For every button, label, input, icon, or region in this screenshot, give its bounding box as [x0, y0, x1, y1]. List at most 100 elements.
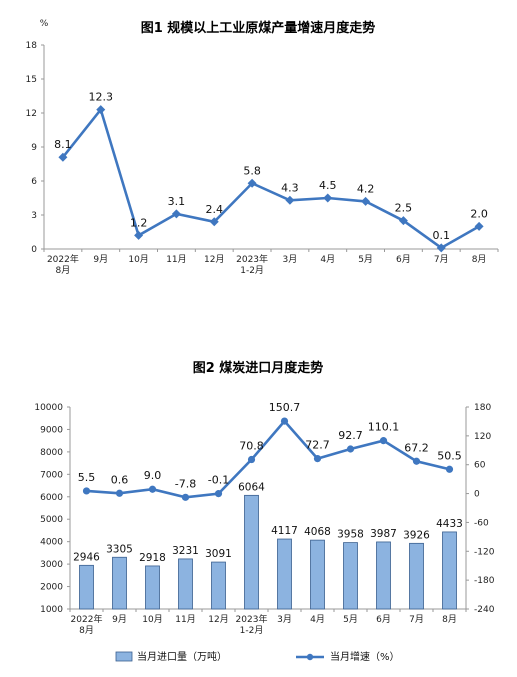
chart-2-bar — [211, 561, 226, 610]
chart-2-data-label: 110.1 — [368, 421, 400, 434]
chart-1-x-tick-label: 6月 — [396, 254, 411, 265]
chart-1-data-point — [58, 152, 68, 162]
chart-2-y-left-tick-label: 3000 — [40, 560, 63, 570]
chart-2-bar — [145, 565, 160, 610]
chart-2-data-point — [82, 487, 91, 495]
chart-2-bar-label: 6064 — [238, 481, 265, 493]
chart-2-x-tick-label: 5月 — [343, 614, 358, 625]
chart-1-y-tick-label: 3 — [31, 211, 37, 221]
chart-2-x-tick-label: 10月 — [142, 614, 162, 625]
chart-2-line: 5.5 0.6 9.0 -7.8 -0.1 70.8 150.7 72.7 92.7 110.1 6… — [78, 401, 462, 501]
chart-2-y-right-tick-label: 180 — [474, 403, 491, 413]
chart-2-x-tick-label: 7月 — [409, 614, 424, 625]
chart-2-x-tick-label: 4月 — [310, 614, 325, 625]
chart-2-bar — [343, 542, 358, 610]
chart-2-bar-label: 4433 — [436, 518, 463, 530]
chart-2-bar-label: 3958 — [337, 529, 364, 541]
chart-1-x-tick-label: 11月 — [166, 254, 186, 265]
chart-2-data-point — [346, 445, 355, 453]
chart-2-y-right-tick-label: 120 — [474, 432, 491, 442]
chart-2-y-axis-right: -240 -180 -120 -60 0 60 120 180 — [465, 403, 495, 615]
chart-2-title: 图2 煤炭进口月度走势 — [193, 360, 324, 376]
chart-2-bar — [442, 531, 457, 610]
chart-2-data-point — [280, 417, 289, 425]
chart-1-x-tick-label: 2022年 — [47, 253, 79, 265]
chart-1-data-point — [171, 209, 181, 219]
chart-1-y-tick-label: 0 — [31, 245, 37, 255]
chart-1-data-label: 4.3 — [281, 181, 299, 194]
legend-line-marker — [306, 653, 314, 661]
chart-1-data-label: 5.8 — [243, 164, 261, 177]
chart-1-data-point — [323, 193, 333, 203]
chart-2-y-left-tick-label: 4000 — [40, 538, 63, 548]
chart-2-y-left-tick-label: 9000 — [40, 425, 63, 435]
legend-bar-label: 当月进口量（万吨） — [137, 650, 227, 663]
chart-2-data-point — [214, 490, 223, 498]
chart-2-bar — [112, 556, 127, 610]
chart-2-bar — [409, 542, 424, 610]
chart-1-x-tick-label: 1-2月 — [240, 265, 264, 276]
chart-1-data-label: 3.1 — [168, 195, 186, 208]
chart-1-y-axis: 0 3 6 9 12 15 18 — [26, 41, 45, 255]
chart-1-data-label: 2.0 — [470, 207, 488, 220]
chart-1-data-point — [247, 178, 257, 188]
chart-2-y-right-tick-label: 60 — [474, 461, 486, 471]
chart-2-bar — [178, 558, 193, 610]
chart-2-y-left-tick-label: 6000 — [40, 493, 63, 503]
chart-2-bar-label: 4068 — [304, 526, 331, 538]
chart-2-data-label: 92.7 — [338, 429, 363, 442]
chart-2-data-label: 0.6 — [111, 473, 129, 486]
chart-2-x-tick-label: 6月 — [376, 614, 391, 625]
chart-2-data-point — [247, 455, 256, 464]
chart-2-x-tick-label: 8月 — [442, 614, 457, 625]
chart-1-x-tick-label: 10月 — [128, 254, 148, 265]
chart-1-x-tick-label: 3月 — [283, 254, 298, 265]
chart-1-title: 图1 规模以上工业原煤产量增速月度走势 — [141, 20, 376, 36]
chart-1-data-label: 4.5 — [319, 179, 337, 192]
chart-1-data-point — [398, 216, 408, 226]
chart-2-y-axis-left: 1000 2000 3000 4000 5000 6000 7000 8000 9000 1000… — [34, 403, 71, 615]
chart-2-bar-label: 4117 — [271, 525, 298, 537]
chart-2-bar-label: 3926 — [403, 529, 430, 541]
chart-1-series-line — [61, 106, 480, 250]
chart-1-y-tick-label: 12 — [26, 109, 37, 119]
chart-2-data-point — [313, 455, 322, 463]
chart-2-series-line — [86, 419, 450, 499]
chart-2-data-point — [181, 493, 190, 501]
chart-1-x-tick-label: 8月 — [472, 254, 487, 265]
chart-1-data-point — [209, 217, 219, 227]
chart-1-data-point — [436, 243, 446, 253]
chart-2: 图2 煤炭进口月度走势 1000 2000 3000 4000 5000 6000 7000… — [34, 360, 494, 663]
chart-1-y-tick-label: 15 — [26, 75, 37, 85]
chart-2-y-right-tick-label: -240 — [474, 605, 495, 615]
chart-1-data-label: 4.2 — [357, 182, 375, 195]
chart-2-x-tick-label: 2023年 — [236, 613, 268, 625]
chart-1-data-point — [361, 196, 371, 206]
chart-2-y-left-tick-label: 10000 — [34, 403, 63, 413]
chart-1-data-point — [474, 221, 484, 231]
chart-1-data-label: 2.4 — [206, 203, 224, 216]
chart-1-data-label: 12.3 — [89, 91, 114, 104]
chart-2-x-tick-label: 11月 — [175, 614, 195, 625]
chart-2-x-tick-label: 9月 — [112, 614, 127, 625]
chart-2-bar — [376, 541, 391, 610]
chart-2-bar-label: 3231 — [172, 545, 199, 557]
chart-1-x-tick-label: 2023年 — [236, 253, 268, 265]
chart-2-bar — [277, 538, 292, 610]
chart-2-x-tick-label: 12月 — [208, 614, 228, 625]
chart-2-data-label: -7.8 — [175, 477, 196, 490]
chart-2-data-point — [148, 485, 157, 493]
chart-1-data-label: 0.1 — [433, 229, 451, 242]
chart-1-data-label: 1.2 — [130, 216, 148, 229]
chart-2-data-label: 72.7 — [305, 439, 330, 452]
chart-2-bar — [244, 494, 259, 610]
legend-bar-swatch — [115, 651, 133, 662]
chart-2-x-tick-label: 3月 — [277, 614, 292, 625]
chart-2-bar — [79, 564, 94, 610]
chart-1-y-tick-label: 18 — [26, 41, 38, 51]
chart-2-bar-label: 2918 — [139, 552, 166, 564]
chart-2-y-left-tick-label: 7000 — [40, 470, 63, 480]
